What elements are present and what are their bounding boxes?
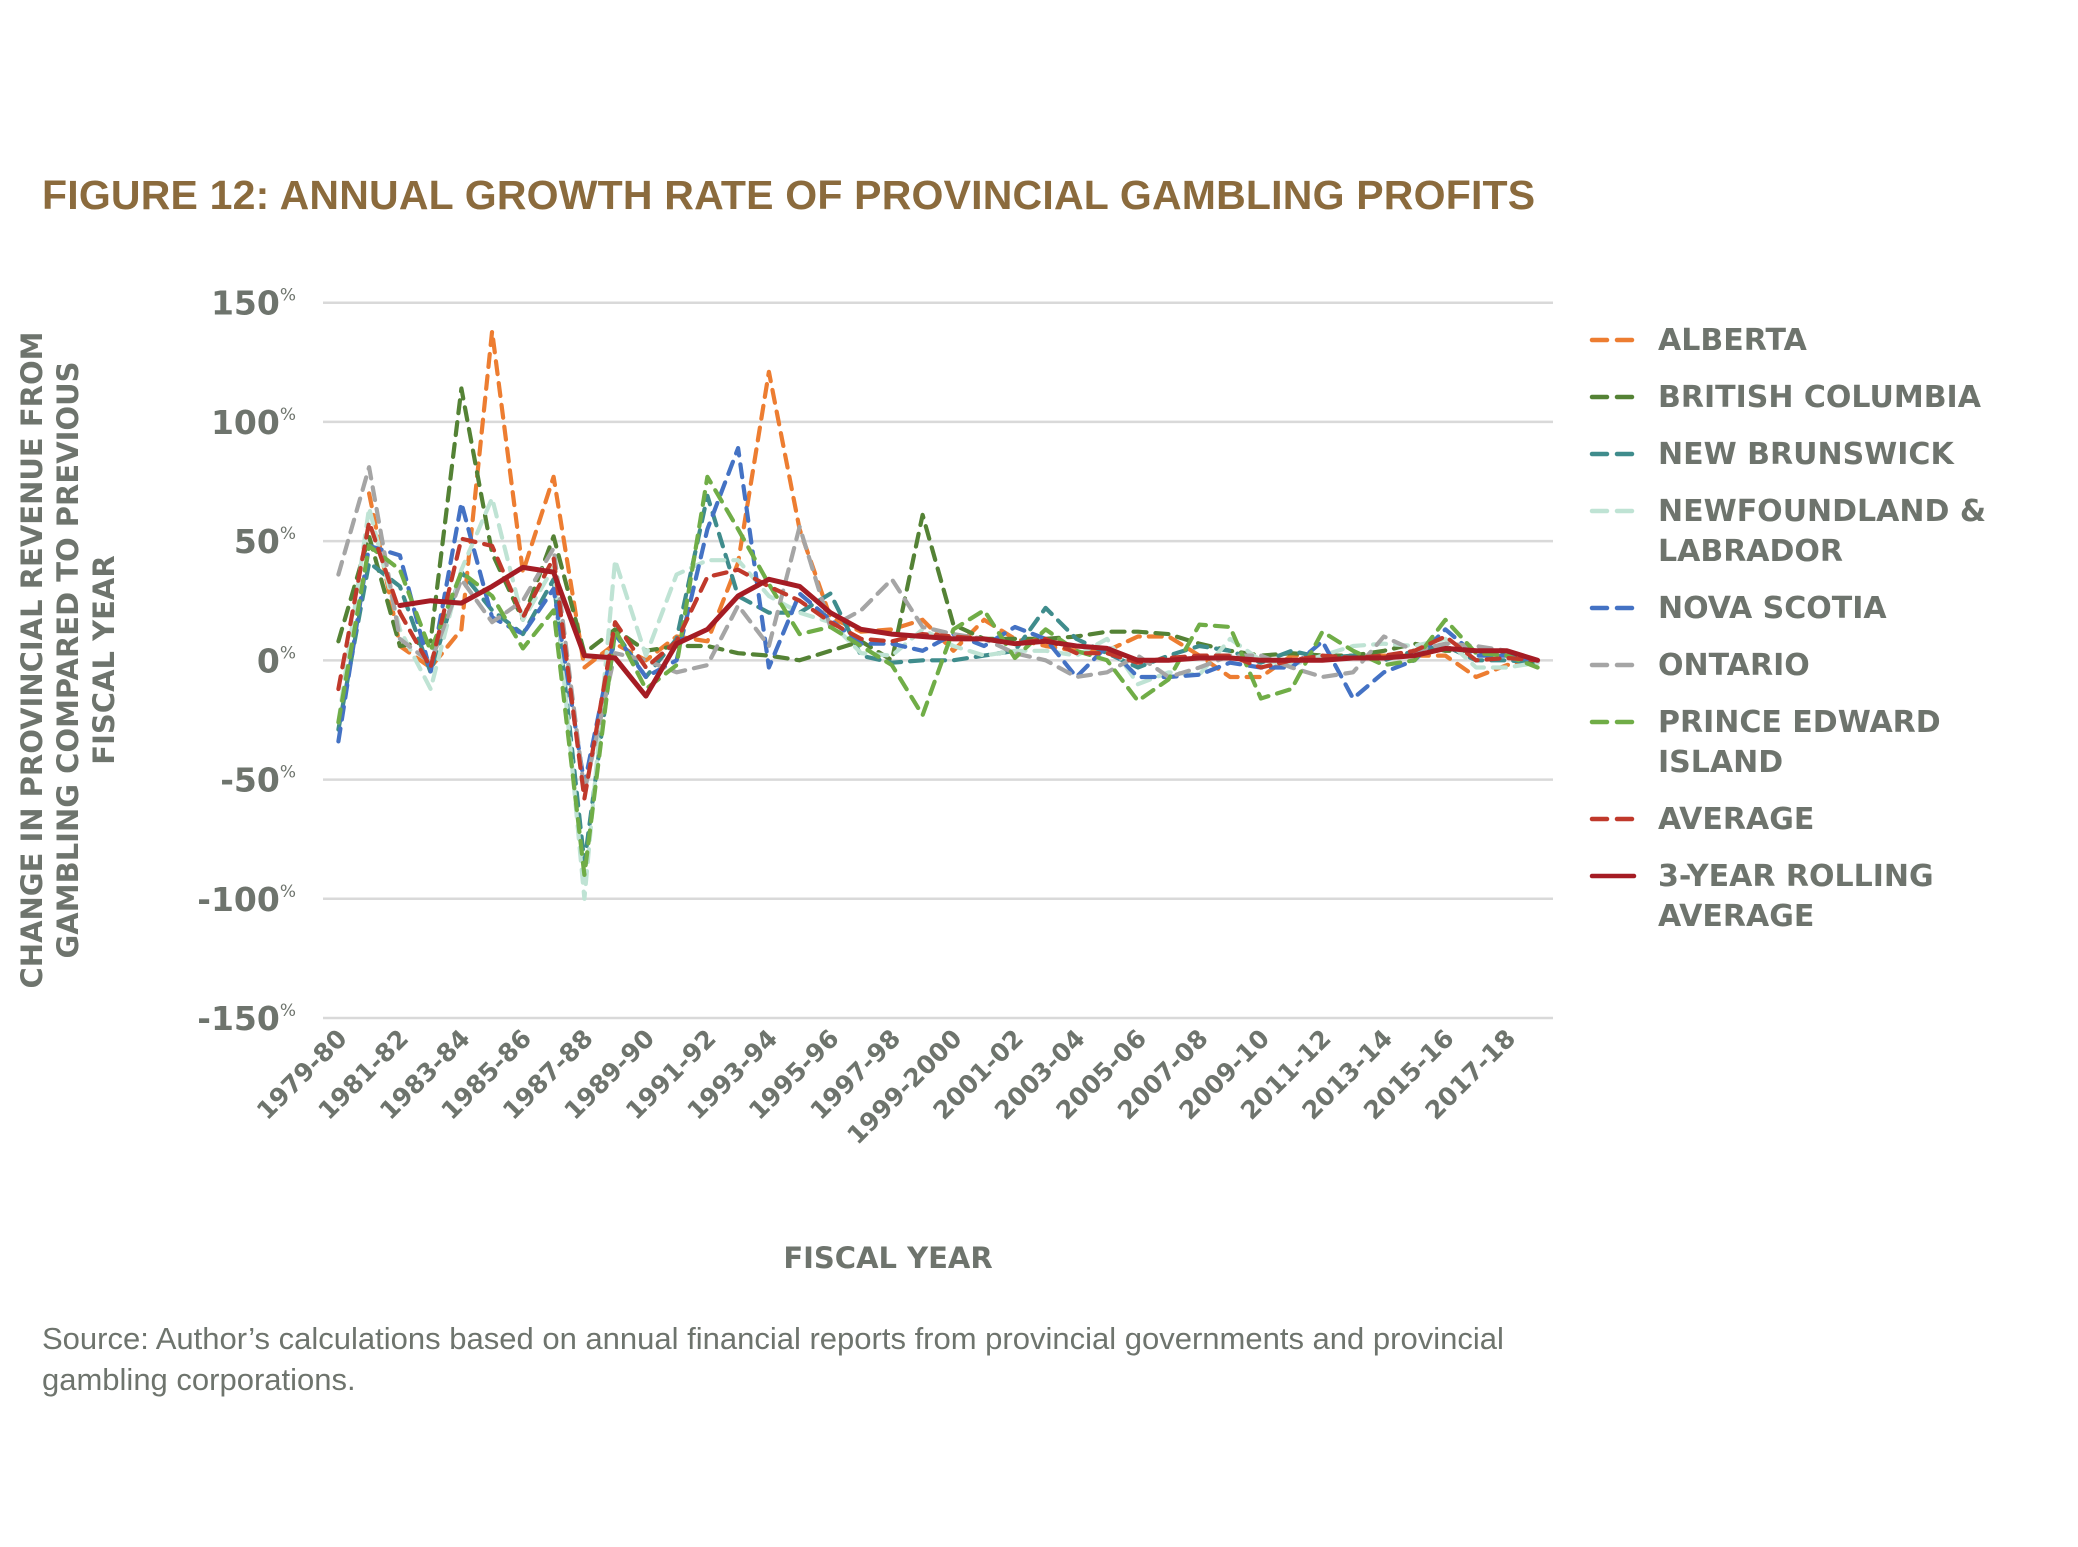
- x-axis-ticks: 1979-801981-821983-841985-861987-881989-…: [251, 1024, 1521, 1150]
- legend-label: ISLAND: [1658, 745, 1783, 780]
- series-line-ontario: [336, 465, 1540, 794]
- series-line-nova-scotia: [336, 446, 1540, 787]
- legend-label: NOVA SCOTIA: [1658, 591, 1887, 626]
- legend-label: 3-YEAR ROLLING: [1658, 859, 1934, 894]
- series-line-new-brunswick: [336, 493, 1540, 866]
- series-line-newfoundland-labrador: [336, 496, 1540, 901]
- y-tick-label: 50%: [234, 522, 296, 561]
- legend-label: AVERAGE: [1658, 802, 1814, 837]
- y-axis-title: CHANGE IN PROVINCIAL REVENUE FROM GAMBLIN…: [15, 332, 121, 989]
- y-tick-label: -50%: [220, 761, 296, 800]
- legend-item-ontario: ONTARIO: [1589, 648, 1810, 683]
- figure-title: FIGURE 12: ANNUAL GROWTH RATE OF PROVINC…: [42, 172, 1536, 218]
- legend-item-prince-edward-island: PRINCE EDWARD ISLAND: [1589, 705, 1941, 780]
- series-lines: [336, 329, 1541, 901]
- y-tick-label: 150%: [211, 284, 296, 323]
- legend-item-3-year-rolling-average: 3-YEAR ROLLING AVERAGE: [1589, 859, 1934, 934]
- legend-item-average: AVERAGE: [1589, 802, 1814, 837]
- gridlines: [323, 301, 1553, 1020]
- legend-label: AVERAGE: [1658, 899, 1814, 934]
- legend: ALBERTA BRITISH COLUMBIA NEW BRUNSWICK NEWF…: [1589, 323, 1986, 934]
- legend-item-new-brunswick: NEW BRUNSWICK: [1589, 437, 1955, 472]
- legend-label: BRITISH COLUMBIA: [1658, 380, 1982, 415]
- y-tick-label: -150%: [197, 999, 296, 1038]
- legend-item-nova-scotia: NOVA SCOTIA: [1589, 591, 1887, 626]
- y-tick-label: 0%: [257, 641, 296, 680]
- legend-label: PRINCE EDWARD: [1658, 705, 1941, 740]
- y-tick-label: 100%: [211, 403, 296, 442]
- legend-item-british-columbia: BRITISH COLUMBIA: [1589, 380, 1982, 415]
- y-axis-ticks: 150% 100% 50% 0% -50% -100% -150%: [197, 284, 296, 1038]
- y-tick-label: -100%: [197, 880, 296, 919]
- y-axis-title-line: FISCAL YEAR: [87, 555, 121, 764]
- legend-label: LABRADOR: [1658, 534, 1843, 569]
- legend-item-alberta: ALBERTA: [1589, 323, 1808, 358]
- legend-label: NEWFOUNDLAND &: [1658, 494, 1986, 529]
- legend-label: ONTARIO: [1658, 648, 1810, 683]
- series-line-prince-edward-island: [336, 474, 1540, 877]
- source-note: Source: Author’s calculations based on a…: [42, 1321, 1504, 1397]
- x-axis-title: FISCAL YEAR: [783, 1241, 992, 1275]
- legend-item-newfoundland-labrador: NEWFOUNDLAND & LABRADOR: [1589, 494, 1986, 569]
- series-line-3-year-rolling-average: [397, 564, 1541, 699]
- line-chart: 150% 100% 50% 0% -50% -100% -150% 1979-801981-…: [15, 284, 1986, 1275]
- y-axis-title-line: CHANGE IN PROVINCIAL REVENUE FROM: [15, 332, 49, 989]
- legend-label: ALBERTA: [1658, 323, 1808, 358]
- y-axis-title-line: GAMBLING COMPARED TO PREVIOUS: [51, 361, 85, 958]
- legend-label: NEW BRUNSWICK: [1658, 437, 1955, 472]
